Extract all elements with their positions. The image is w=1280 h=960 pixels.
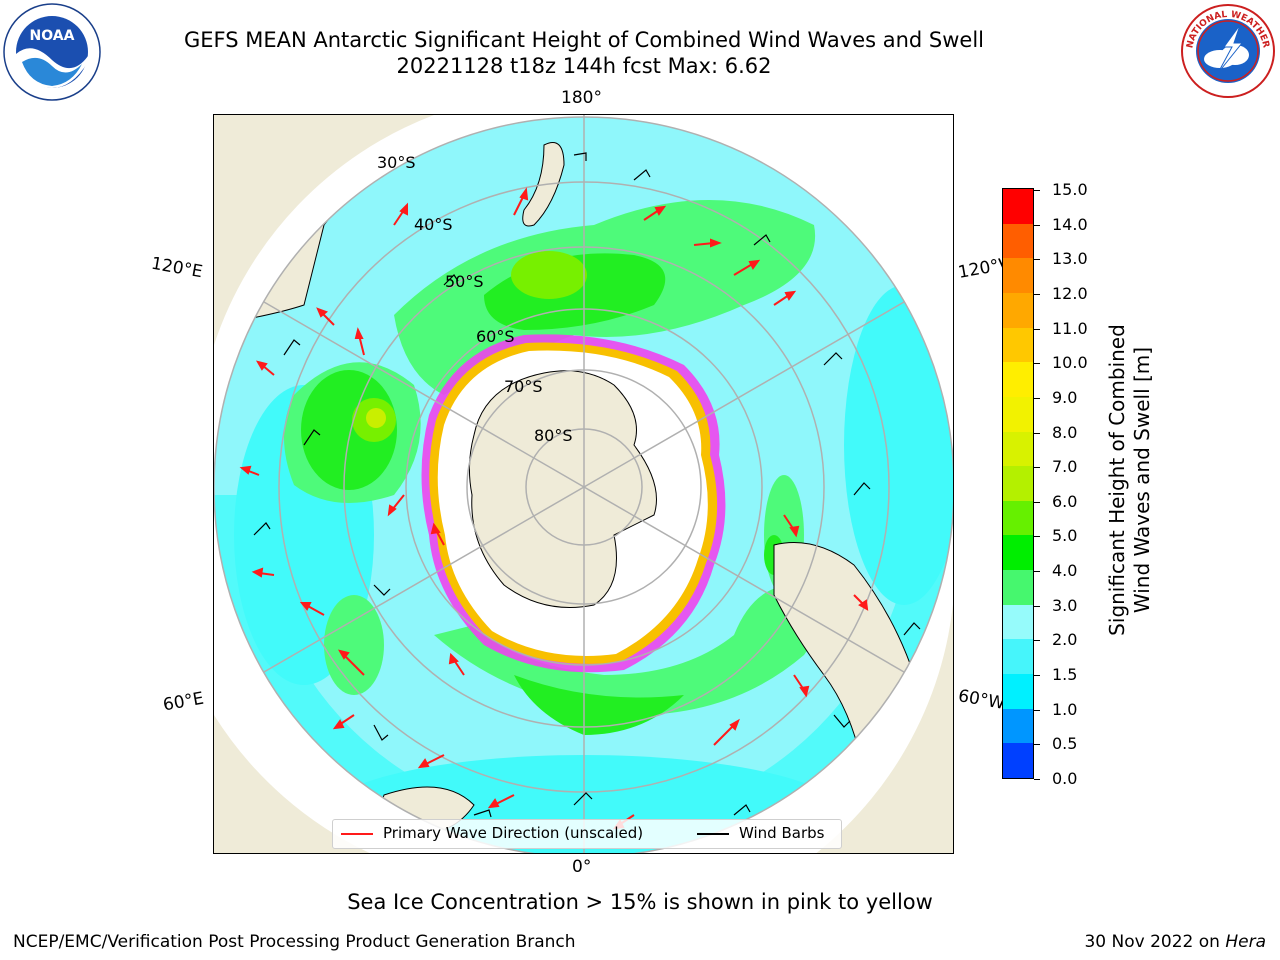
colorbar-tick-label: 12.0 <box>1052 283 1088 303</box>
colorbar-tick-mark <box>1034 259 1040 261</box>
colorbar-tick-mark <box>1034 432 1040 434</box>
colorbar-tick-mark <box>1034 363 1040 365</box>
lon-label-60e: 60°E <box>161 688 206 716</box>
run-date-text: 30 Nov 2022 on <box>1084 932 1226 952</box>
colorbar-tick-label: 7.0 <box>1052 457 1078 477</box>
colorbar-tick-mark <box>1034 328 1040 330</box>
colorbar-segment <box>1003 189 1033 225</box>
wind-barb-legend-line <box>697 833 729 835</box>
noaa-wordmark: NOAA <box>30 28 75 44</box>
colorbar-tick-label: 1.0 <box>1052 699 1078 719</box>
producer-credit: NCEP/EMC/Verification Post Processing Pr… <box>13 932 576 952</box>
colorbar-label-line2: Wind Waves and Swell [m] <box>1130 346 1154 614</box>
colorbar-tick-mark <box>1034 640 1040 642</box>
colorbar-tick-label: 15.0 <box>1052 180 1088 199</box>
colorbar-tick-label: 0.5 <box>1052 734 1078 754</box>
lon-label-180: 180° <box>561 88 602 108</box>
colorbar-tick-mark <box>1034 224 1040 226</box>
colorbar <box>1002 188 1034 779</box>
colorbar-segment <box>1003 639 1033 675</box>
colorbar-segment <box>1003 570 1033 606</box>
wind-barb-legend-label: Wind Barbs <box>739 824 825 842</box>
lat-label-60s: 60°S <box>476 327 515 346</box>
lon-label-120e: 120°E <box>149 253 205 283</box>
colorbar-tick-label: 2.0 <box>1052 630 1078 650</box>
colorbar-tick-mark <box>1034 190 1040 191</box>
wave-direction-arrows <box>239 187 869 830</box>
wave-direction-legend-label: Primary Wave Direction (unscaled) <box>383 824 644 842</box>
colorbar-segment <box>1003 327 1033 363</box>
colorbar-tick-label: 8.0 <box>1052 422 1078 442</box>
colorbar-segment <box>1003 500 1033 536</box>
lat-label-40s: 40°S <box>414 215 453 234</box>
lat-label-80s: 80°S <box>534 426 573 445</box>
sea-ice-note: Sea Ice Concentration > 15% is shown in … <box>347 890 933 914</box>
colorbar-tick-mark <box>1034 779 1040 780</box>
noaa-logo-icon: NOAA <box>3 3 101 101</box>
colorbar-tick-mark <box>1034 467 1040 469</box>
run-host: Hera <box>1225 932 1266 952</box>
lon-label-60w: 60°W <box>956 686 1007 714</box>
colorbar-tick-mark <box>1034 501 1040 503</box>
colorbar-tick-mark <box>1034 744 1040 746</box>
wind-barbs <box>253 152 921 818</box>
colorbar-segment <box>1003 223 1033 259</box>
colorbar-tick-label: 9.0 <box>1052 387 1078 407</box>
colorbar-tick-label: 4.0 <box>1052 561 1078 581</box>
run-date: 30 Nov 2022 on Hera <box>1084 932 1266 952</box>
lat-label-50s: 50°S <box>445 272 484 291</box>
colorbar-segment <box>1003 535 1033 571</box>
graticule <box>214 115 953 853</box>
national-weather-service-logo-icon: NATIONAL WEATHER SERVICE <box>1180 3 1275 98</box>
colorbar-tick-label: 3.0 <box>1052 595 1078 615</box>
map-title: GEFS MEAN Antarctic Significant Height o… <box>183 28 985 52</box>
colorbar-segment <box>1003 258 1033 294</box>
colorbar-segment <box>1003 466 1033 502</box>
map-canvas: 30°S 40°S 50°S 60°S 70°S 80°S <box>214 115 953 853</box>
colorbar-tick-mark <box>1034 605 1040 607</box>
colorbar-tick-label: 13.0 <box>1052 249 1088 269</box>
colorbar-segment <box>1003 674 1033 710</box>
colorbar-tick-label: 5.0 <box>1052 526 1078 546</box>
colorbar-tick-label: 1.5 <box>1052 665 1078 685</box>
colorbar-label: Significant Height of Combined Wind Wave… <box>1102 290 1158 670</box>
colorbar-tick-label: 0.0 <box>1052 769 1078 788</box>
colorbar-label-line1: Significant Height of Combined <box>1105 324 1129 636</box>
colorbar-tick-label: 6.0 <box>1052 491 1078 511</box>
lon-label-0: 0° <box>572 857 592 877</box>
colorbar-tick-mark <box>1034 397 1040 399</box>
lat-label-70s: 70°S <box>504 377 543 396</box>
colorbar-segment <box>1003 362 1033 398</box>
colorbar-tick-mark <box>1034 675 1040 677</box>
colorbar-tick-mark <box>1034 571 1040 573</box>
polar-map: 30°S 40°S 50°S 60°S 70°S 80°S Primary Wa… <box>213 114 954 854</box>
wave-direction-legend-line <box>341 833 373 835</box>
map-legend: Primary Wave Direction (unscaled) Wind B… <box>332 819 842 849</box>
colorbar-tick-mark <box>1034 536 1040 538</box>
colorbar-segment <box>1003 431 1033 467</box>
colorbar-segment <box>1003 604 1033 640</box>
colorbar-tick-mark <box>1034 293 1040 295</box>
colorbar-tick-mark <box>1034 709 1040 711</box>
colorbar-segment <box>1003 396 1033 433</box>
lat-label-30s: 30°S <box>377 153 416 172</box>
colorbar-tick-label: 14.0 <box>1052 214 1088 234</box>
colorbar-segment <box>1003 743 1033 779</box>
map-subtitle: 20221128 t18z 144h fcst Max: 6.62 <box>396 54 772 78</box>
colorbar-tick-label: 11.0 <box>1052 318 1088 338</box>
colorbar-tick-label: 10.0 <box>1052 353 1088 373</box>
colorbar-segment <box>1003 292 1033 329</box>
colorbar-segment <box>1003 708 1033 744</box>
